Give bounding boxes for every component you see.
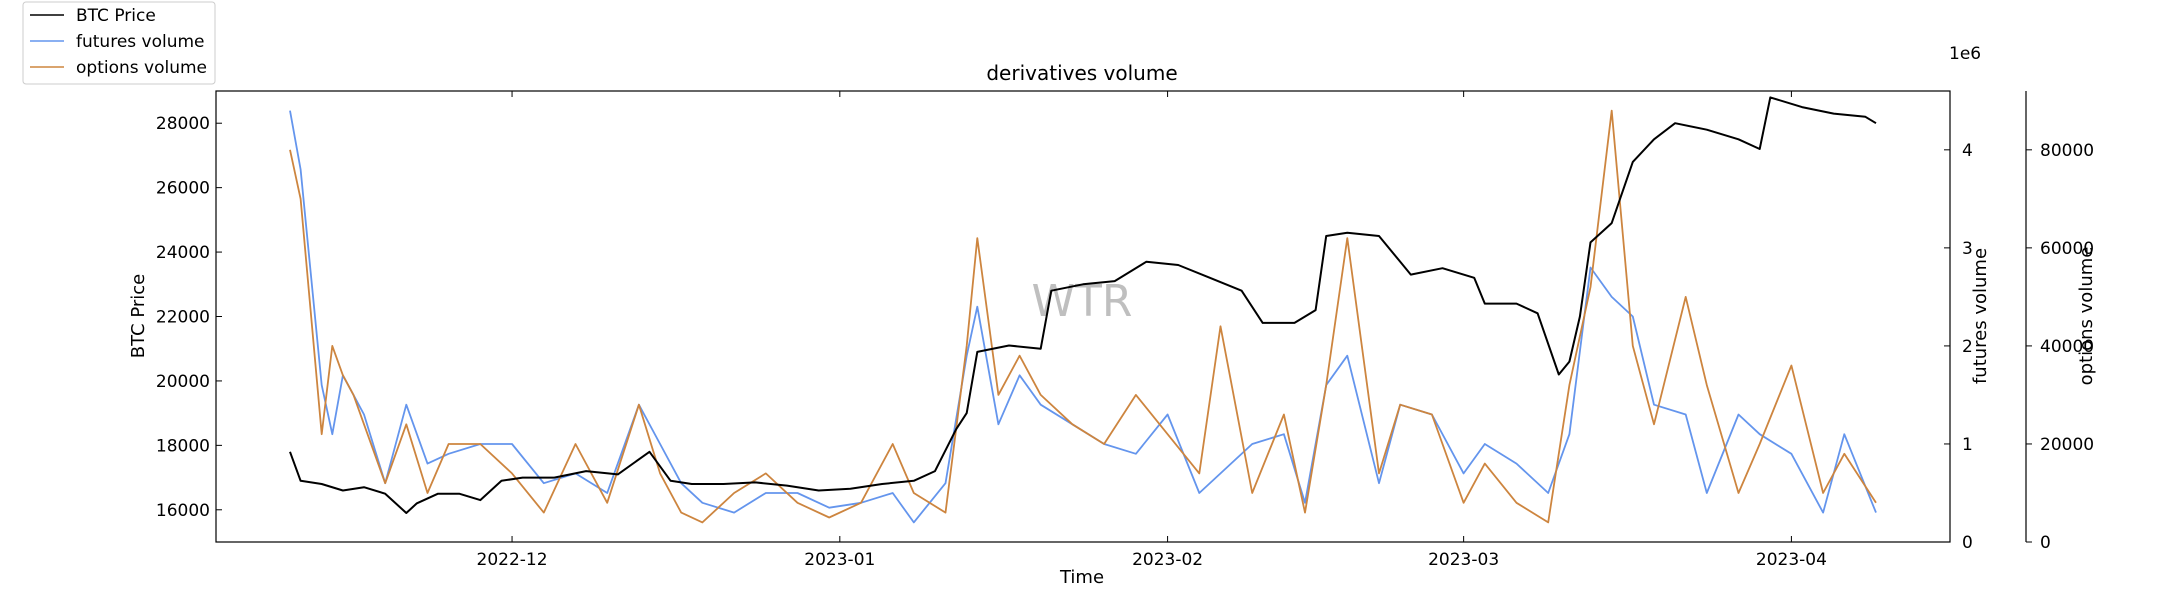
price-tick-label: 26000 bbox=[156, 179, 210, 199]
futures-scale-label: 1e6 bbox=[1949, 44, 1981, 64]
x-tick-label: 2023-02 bbox=[1132, 550, 1203, 570]
futures-tick-label: 2 bbox=[1962, 337, 1973, 357]
futures-tick-label: 1 bbox=[1962, 435, 1973, 455]
options-tick-label: 0 bbox=[2040, 533, 2051, 553]
price-tick-label: 20000 bbox=[156, 372, 210, 392]
series-line-btc-price bbox=[289, 96, 1877, 514]
legend-box bbox=[22, 1, 216, 85]
price-tick-label: 18000 bbox=[156, 436, 210, 456]
x-axis: 2022-12 2023-01 2023-02 2023-03 2023-04 bbox=[477, 91, 1827, 570]
price-tick-label: 22000 bbox=[156, 308, 210, 328]
series-line-futures-volume bbox=[289, 110, 1877, 524]
options-axis-label: options volume bbox=[2076, 247, 2097, 386]
options-tick-label: 20000 bbox=[2040, 435, 2094, 455]
series-layer bbox=[289, 96, 1877, 524]
chart-title: derivatives volume bbox=[986, 61, 1177, 85]
price-tick-label: 16000 bbox=[156, 501, 210, 521]
futures-axis-label: futures volume bbox=[1970, 248, 1991, 384]
legend-label-options-volume: options volume bbox=[76, 58, 207, 78]
price-tick-label: 24000 bbox=[156, 243, 210, 263]
x-tick-label: 2023-03 bbox=[1428, 550, 1499, 570]
price-axis: 16000 18000 20000 22000 24000 26000 28000 bbox=[156, 114, 222, 521]
x-axis-label: Time bbox=[1059, 567, 1104, 588]
legend-label-btc-price: BTC Price bbox=[76, 6, 156, 26]
futures-tick-label: 3 bbox=[1962, 239, 1973, 259]
options-volume-axis: 0 20000 40000 60000 80000 bbox=[2025, 91, 2094, 553]
options-tick-label: 60000 bbox=[2040, 239, 2094, 259]
options-tick-label: 80000 bbox=[2040, 141, 2094, 161]
options-tick-label: 40000 bbox=[2040, 337, 2094, 357]
legend: BTC Price futures volume options volume bbox=[22, 1, 216, 85]
futures-tick-label: 0 bbox=[1962, 533, 1973, 553]
futures-volume-axis: 0 1 2 3 4 bbox=[1944, 141, 1973, 553]
price-axis-label: BTC Price bbox=[128, 274, 149, 359]
x-tick-label: 2023-01 bbox=[804, 550, 875, 570]
price-tick-label: 28000 bbox=[156, 114, 210, 134]
x-tick-label: 2022-12 bbox=[477, 550, 548, 570]
futures-tick-label: 4 bbox=[1962, 141, 1973, 161]
legend-label-futures-volume: futures volume bbox=[76, 32, 205, 52]
x-tick-label: 2023-04 bbox=[1756, 550, 1827, 570]
series-line-options-volume bbox=[289, 109, 1877, 524]
